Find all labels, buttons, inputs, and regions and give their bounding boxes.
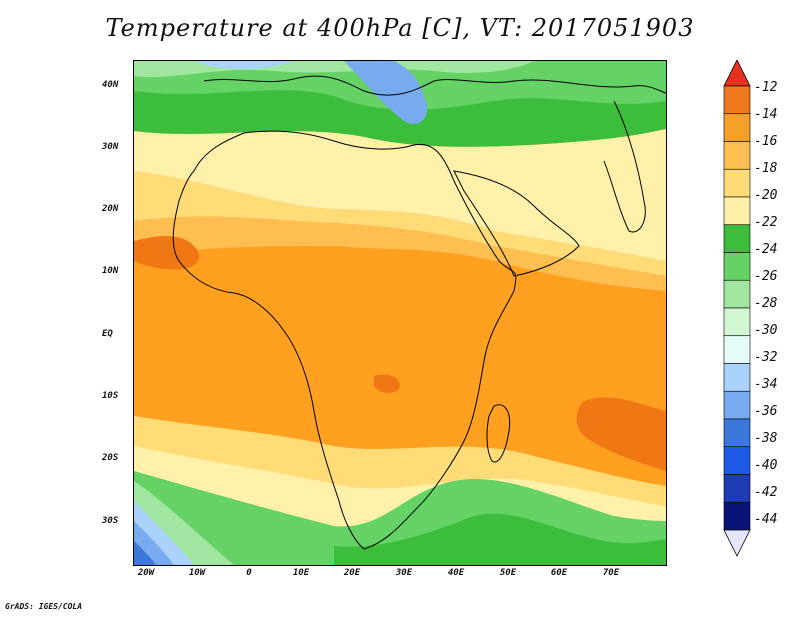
lon-label-10e: 10E [292,568,310,578]
lat-label-20n: 20N [102,204,119,214]
lat-label-eq: EQ [102,329,113,339]
colorbar-cell [723,335,751,364]
chart-title: Temperature at 400hPa [C], VT: 201705190… [105,14,695,42]
colorbar-bottom-arrow [723,529,751,557]
grads-credit: GrADS: IGES/COLA [5,602,83,611]
lon-label-50e: 50E [499,568,517,578]
colorbar-label-m26: -26 [754,269,778,284]
band-lightorange-north [134,171,666,276]
lat-label-40n: 40N [102,80,119,90]
colorbar-label-m12: -12 [754,80,778,95]
cold-blob-north2 [194,61,294,70]
hotspot-east [576,397,666,471]
lon-label-0: 0 [246,568,252,578]
colorbar-label-m22: -22 [754,215,778,230]
europe-coastline [203,75,666,96]
colorbar-label-m36: -36 [754,404,778,419]
lat-label-20s: 20S [102,453,119,463]
hotspot-mid [374,374,400,393]
colorbar-cell [723,141,751,170]
colorbar-cell [723,279,751,309]
hotspot-west [134,236,200,270]
colorbar-cell [723,501,751,531]
temperature-map [133,60,667,566]
colorbar-cell [723,474,751,503]
band-darkgreen-south [334,513,666,565]
lon-label-70e: 70E [602,568,620,578]
colorbar-label-m44: -44 [754,512,778,527]
colorbar-cell [723,85,751,115]
colorbar-cell [723,363,751,392]
colorbar-label-m30: -30 [754,323,778,338]
lon-label-20w: 20W [137,568,155,578]
map-svg [134,61,666,565]
lon-label-30e: 30E [395,568,413,578]
lon-label-60e: 60E [550,568,568,578]
colorbar-label-m28: -28 [754,296,778,311]
madagascar-coastline [486,404,511,463]
colorbar-cell [723,224,751,253]
colorbar-cell [723,252,751,281]
lon-label-40e: 40E [447,568,465,578]
colorbar-cell [723,307,751,337]
lat-label-10n: 10N [102,266,119,276]
colorbar-label-m16: -16 [754,134,778,149]
lon-label-20e: 20E [343,568,361,578]
colorbar-label-m38: -38 [754,431,778,446]
colorbar-label-m42: -42 [754,485,778,500]
colorbar-cell [723,418,751,448]
colorbar-cell [723,113,751,142]
band-yellow-north [134,129,666,261]
colorbar-cell [723,196,751,226]
band-midorange-north [134,216,666,291]
india-coastline [603,100,646,233]
colorbar-label-m40: -40 [754,458,778,473]
colorbar-label-m14: -14 [754,107,778,122]
colorbar-label-m20: -20 [754,188,778,203]
colorbar-cell [723,390,751,420]
africa-coastline [172,130,517,550]
colorbar-cell [723,446,751,475]
lat-label-30s: 30S [102,516,119,526]
colorbar-label-m34: -34 [754,377,778,392]
colorbar-top-arrow [723,60,751,87]
band-darkblue-south [134,541,156,565]
colorbar-cell [723,168,751,198]
lon-label-10w: 10W [188,568,206,578]
colorbar-label-m24: -24 [754,242,778,257]
cold-blob-north [344,61,428,125]
colorbar [723,60,751,557]
arabia-coastline [453,170,580,277]
colorbar-label-m32: -32 [754,350,778,365]
lat-label-30n: 30N [102,142,119,152]
lat-label-10s: 10S [102,391,119,401]
colorbar-label-m18: -18 [754,161,778,176]
